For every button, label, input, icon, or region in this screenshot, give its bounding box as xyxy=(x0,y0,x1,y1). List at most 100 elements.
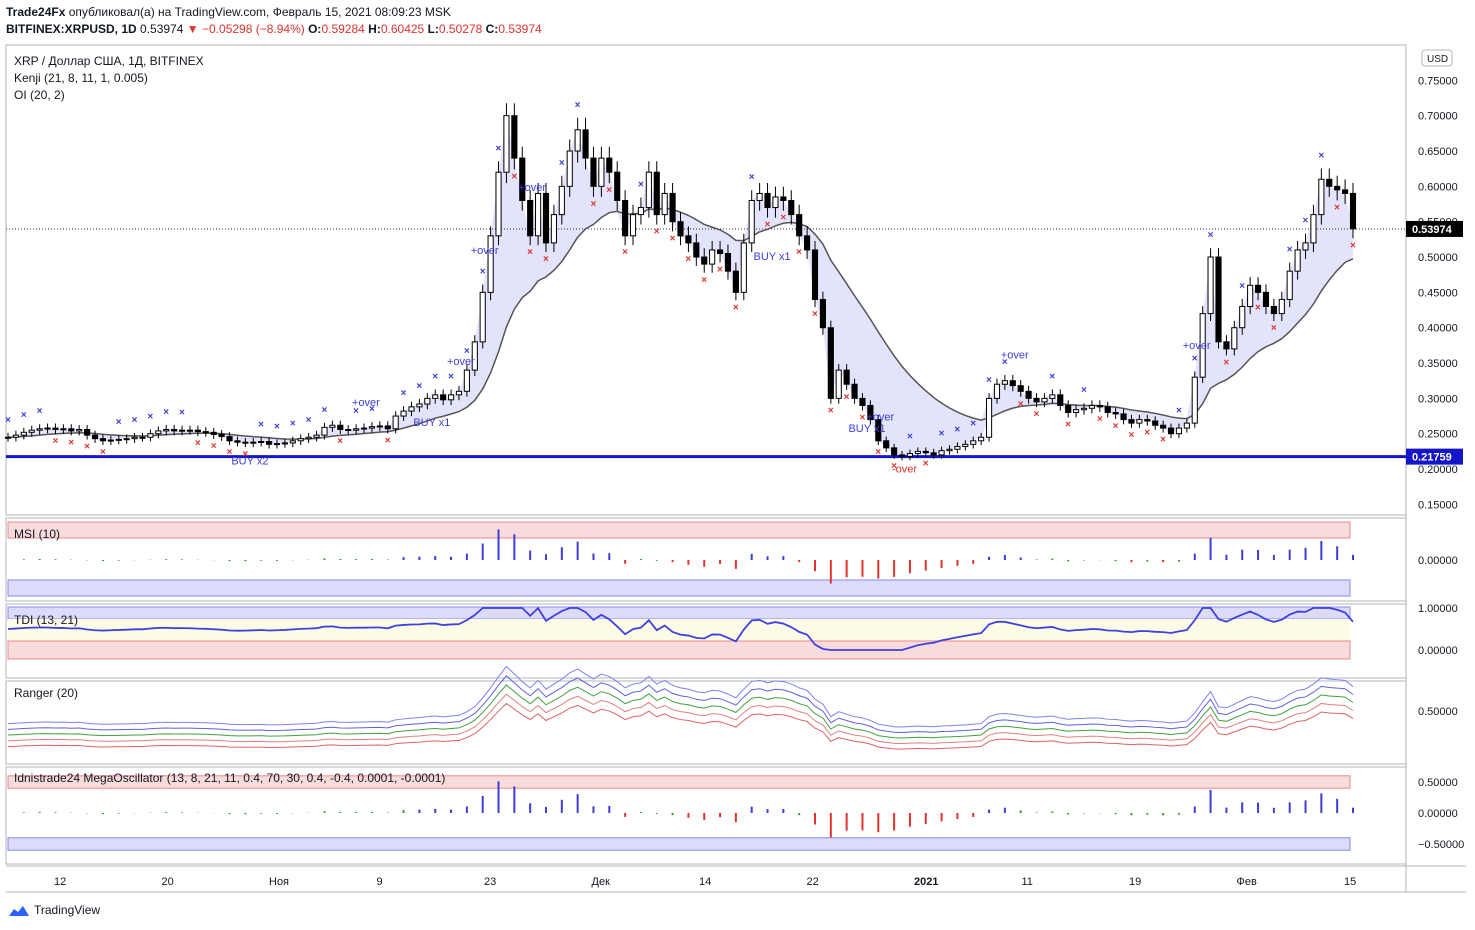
buy-signal-label: BUY x2 xyxy=(231,456,268,468)
main-legend-title[interactable]: XRP / Доллар США, 1Д, BITFINEX xyxy=(14,54,204,68)
candle xyxy=(1096,400,1103,412)
candle-body xyxy=(479,291,486,343)
candle xyxy=(598,146,605,197)
candle xyxy=(843,364,850,390)
overbought-marker: × xyxy=(163,407,169,418)
oversold-marker: × xyxy=(1034,409,1040,420)
candle xyxy=(281,438,288,448)
ranger-line xyxy=(7,702,1354,750)
candle xyxy=(345,424,352,435)
candle xyxy=(266,437,273,449)
over-signal-label: -over xyxy=(892,464,917,476)
candle xyxy=(463,364,470,397)
candle-body xyxy=(709,249,716,265)
candle-body xyxy=(645,171,652,209)
candle-body xyxy=(234,440,241,443)
candle-body xyxy=(930,452,937,456)
candle-body xyxy=(804,235,811,251)
publisher-name[interactable]: Trade24Fx xyxy=(6,5,66,19)
candle-body xyxy=(898,454,906,457)
over-signal-label: +over xyxy=(447,356,475,368)
oversold-marker: × xyxy=(717,264,723,275)
tdi-mid-band xyxy=(8,619,1350,641)
candle-body xyxy=(590,157,597,187)
candle xyxy=(392,411,399,434)
candle xyxy=(1144,414,1151,426)
candle-body xyxy=(424,397,431,405)
candle-body xyxy=(250,441,257,444)
candle-body xyxy=(1191,376,1198,424)
candle-body xyxy=(36,428,43,431)
candle xyxy=(740,233,747,301)
candle-body xyxy=(606,157,613,173)
candle-body xyxy=(985,397,993,438)
candle-body xyxy=(891,447,898,456)
candle xyxy=(748,190,755,253)
candle xyxy=(590,146,597,197)
date-tick-label: Фев xyxy=(1237,876,1257,888)
msi-legend[interactable]: MSI (10) xyxy=(14,527,61,541)
candle xyxy=(930,448,937,459)
candle xyxy=(1254,277,1262,301)
price-tick-label: 0.25000 xyxy=(1418,429,1458,441)
oversold-marker: × xyxy=(1128,430,1134,441)
candle-body xyxy=(1302,242,1309,251)
tradingview-footer[interactable]: TradingView xyxy=(8,903,100,917)
oversold-marker: × xyxy=(1097,414,1103,425)
candle xyxy=(914,447,921,458)
tdi-legend[interactable]: TDI (13, 21) xyxy=(14,613,79,627)
candle-body xyxy=(1199,313,1206,378)
candle-body xyxy=(1160,424,1167,429)
candle-body xyxy=(392,415,399,430)
candle xyxy=(819,291,826,335)
candle-body xyxy=(107,439,114,442)
candle xyxy=(788,190,795,225)
candle-body xyxy=(906,453,914,457)
tdi-lower-band xyxy=(7,640,1351,660)
candle xyxy=(1065,400,1072,418)
candle xyxy=(891,443,898,459)
oversold-marker: × xyxy=(828,406,834,417)
candle xyxy=(171,424,178,436)
buy-signal-label: BUY x1 xyxy=(754,251,791,263)
ranger-line xyxy=(7,684,1354,739)
candle xyxy=(1215,248,1222,349)
candle-body xyxy=(1017,385,1024,392)
oi-legend[interactable]: OI (20, 2) xyxy=(14,88,65,102)
ohlc-line: BITFINEX:XRPUSD, 1D 0.53974 ▼ −0.05298 (… xyxy=(6,22,542,36)
overbought-marker: × xyxy=(21,410,27,421)
kenji-legend[interactable]: Kenji (21, 8, 11, 1, 0.005) xyxy=(14,71,148,85)
candle-body xyxy=(1112,412,1119,415)
date-tick-label: 9 xyxy=(377,876,383,888)
candle-body xyxy=(1310,214,1317,244)
candle xyxy=(1223,335,1230,356)
ranger-legend[interactable]: Ranger (20) xyxy=(14,686,79,700)
oversold-marker: × xyxy=(1160,435,1166,446)
over-signal-label: +over xyxy=(352,397,380,409)
candle xyxy=(962,440,969,451)
oversold-marker: × xyxy=(1334,202,1340,213)
oversold-marker: × xyxy=(511,171,517,182)
oversold-marker: × xyxy=(1113,421,1119,432)
candle xyxy=(1207,248,1214,321)
overbought-marker: × xyxy=(432,371,438,382)
candle xyxy=(258,437,265,447)
oversold-marker: × xyxy=(701,275,707,286)
candle xyxy=(898,451,906,461)
candle-body xyxy=(756,192,763,201)
oversold-marker: × xyxy=(1255,302,1261,313)
candle xyxy=(1199,306,1206,384)
candle xyxy=(867,400,874,425)
candle xyxy=(503,103,510,184)
date-tick-label: Дек xyxy=(592,876,611,888)
candle xyxy=(353,424,360,435)
oversold-marker: × xyxy=(242,449,248,460)
candle-body xyxy=(202,431,209,434)
oversold-marker: × xyxy=(733,302,739,313)
mega-legend[interactable]: Idnistrade24 MegaOscillator (13, 8, 21, … xyxy=(14,771,446,785)
candle-body xyxy=(582,129,589,159)
change-down-icon: ▼ xyxy=(186,22,199,36)
candle-body xyxy=(614,171,621,201)
overbought-marker: × xyxy=(1081,385,1087,396)
buy-signal-label: BUY x1 xyxy=(413,417,450,429)
